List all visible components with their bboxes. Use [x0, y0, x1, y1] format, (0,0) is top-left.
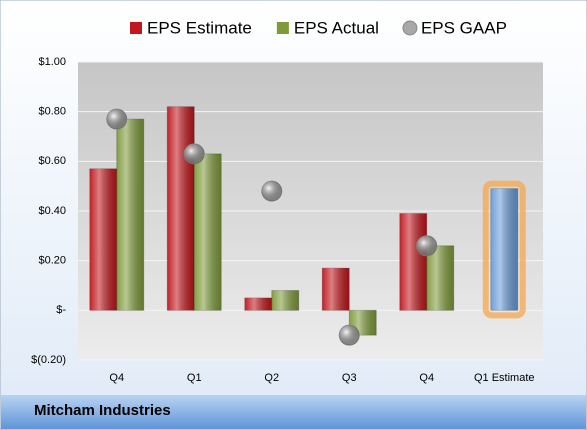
legend-label: EPS Estimate [147, 18, 252, 37]
footer: Mitcham Industries [34, 402, 171, 419]
legend-marker [276, 22, 289, 34]
x-tick-label: Q4 [419, 372, 434, 384]
x-tick-label: Q2 [264, 372, 279, 384]
bar-shine [271, 290, 299, 311]
y-tick-label: $0.20 [38, 255, 66, 267]
point-shine [184, 143, 205, 164]
bar-glow [482, 180, 526, 319]
legend-label: EPS GAAP [421, 18, 507, 37]
legend-marker [130, 22, 142, 34]
x-tick-label: Q1 Estimate [474, 372, 535, 384]
bar-shine [194, 153, 222, 311]
y-tick-label: $0.60 [38, 155, 66, 167]
x-tick-label: Q1 [187, 372, 202, 384]
point-shine [339, 325, 360, 346]
y-tick-label: $(0.20) [31, 354, 66, 366]
bar-shine [244, 297, 272, 311]
bar-shine [426, 245, 454, 311]
bar-shine [399, 213, 427, 311]
x-tick-label: Q3 [342, 372, 357, 384]
footer-band [1, 395, 586, 429]
bar-shine [116, 119, 144, 311]
legend-label: EPS Actual [294, 18, 379, 37]
x-tick-label: Q4 [109, 372, 124, 384]
bar-shine [490, 188, 518, 311]
y-tick-label: $1.00 [38, 56, 66, 68]
bar-shine [322, 268, 350, 311]
bar-shine [89, 168, 117, 311]
y-tick-label: $- [56, 304, 66, 316]
y-tick-label: $0.80 [38, 106, 66, 118]
point-shine [106, 109, 127, 130]
legend-marker [402, 20, 418, 36]
y-tick-label: $0.40 [38, 205, 66, 217]
point-shine [261, 181, 282, 202]
point-shine [416, 235, 437, 256]
bar-shine [167, 106, 195, 311]
